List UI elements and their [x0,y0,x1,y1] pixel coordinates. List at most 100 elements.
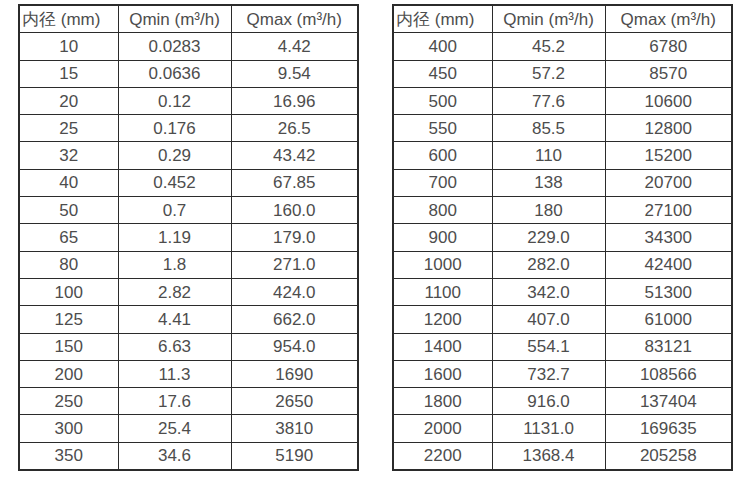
table-row: 651.19179.0 [19,224,358,251]
table-cell: 40 [19,169,118,196]
table-row: 250.17626.5 [19,115,358,142]
table-cell: 12800 [605,115,732,142]
table-cell: 271.0 [231,251,358,278]
table-cell: 100 [19,278,118,305]
table-cell: 900 [393,224,492,251]
header-cell: Qmin (m³/h) [118,5,231,33]
table-cell: 110 [492,142,605,169]
table-cell: 700 [393,169,492,196]
table-cell: 45.2 [492,33,605,60]
table-row: 22001368.4205258 [393,442,732,470]
table-cell: 15 [19,60,118,87]
table-cell: 450 [393,60,492,87]
table-cell: 205258 [605,442,732,470]
table-cell: 300 [19,415,118,442]
table-cell: 0.29 [118,142,231,169]
table-row: 500.7160.0 [19,197,358,224]
table-cell: 1600 [393,360,492,387]
table-cell: 732.7 [492,360,605,387]
table-cell: 1200 [393,306,492,333]
table-cell: 51300 [605,278,732,305]
table-row: 1800916.0137404 [393,388,732,415]
table-cell: 800 [393,197,492,224]
table-row: 70013820700 [393,169,732,196]
table-cell: 15200 [605,142,732,169]
header-cell: Qmin (m³/h) [492,5,605,33]
table-row: 35034.65190 [19,442,358,470]
table-cell: 43.42 [231,142,358,169]
table-cell: 20 [19,87,118,114]
table-row: 25017.62650 [19,388,358,415]
table-row: 200.1216.96 [19,87,358,114]
table-row: 20001131.0169635 [393,415,732,442]
table-cell: 1100 [393,278,492,305]
table-cell: 32 [19,142,118,169]
table-cell: 20700 [605,169,732,196]
table-cell: 2650 [231,388,358,415]
table-cell: 80 [19,251,118,278]
table-cell: 137404 [605,388,732,415]
header-cell: 内径 (mm) [393,5,492,33]
table-row: 1200407.061000 [393,306,732,333]
table-cell: 424.0 [231,278,358,305]
table-cell: 1800 [393,388,492,415]
table-cell: 1131.0 [492,415,605,442]
table-cell: 65 [19,224,118,251]
table-cell: 169635 [605,415,732,442]
table-cell: 1400 [393,333,492,360]
table-cell: 5190 [231,442,358,470]
header-row: 内径 (mm)Qmin (m³/h)Qmax (m³/h) [393,5,732,33]
table-row: 1000282.042400 [393,251,732,278]
table-cell: 250 [19,388,118,415]
table-row: 45057.28570 [393,60,732,87]
table-row: 1506.63954.0 [19,333,358,360]
table-cell: 179.0 [231,224,358,251]
table-cell: 108566 [605,360,732,387]
table-cell: 25 [19,115,118,142]
table-cell: 6.63 [118,333,231,360]
table-cell: 34300 [605,224,732,251]
table-cell: 10 [19,33,118,60]
table-cell: 600 [393,142,492,169]
table-cell: 1368.4 [492,442,605,470]
table-row: 30025.43810 [19,415,358,442]
table-cell: 554.1 [492,333,605,360]
table-cell: 2200 [393,442,492,470]
table-cell: 1.19 [118,224,231,251]
table-row: 50077.610600 [393,87,732,114]
table-cell: 3810 [231,415,358,442]
table-cell: 8570 [605,60,732,87]
table-cell: 0.7 [118,197,231,224]
table-cell: 662.0 [231,306,358,333]
table-cell: 27100 [605,197,732,224]
table-cell: 25.4 [118,415,231,442]
table-cell: 42400 [605,251,732,278]
flow-spec-table-right: 内径 (mm)Qmin (m³/h)Qmax (m³/h)40045.26780… [392,4,733,471]
table-cell: 0.0636 [118,60,231,87]
table-cell: 160.0 [231,197,358,224]
table-row: 150.06369.54 [19,60,358,87]
table-row: 400.45267.85 [19,169,358,196]
table-row: 1002.82424.0 [19,278,358,305]
table-cell: 57.2 [492,60,605,87]
table-row: 801.8271.0 [19,251,358,278]
table-cell: 85.5 [492,115,605,142]
table-cell: 17.6 [118,388,231,415]
table-row: 320.2943.42 [19,142,358,169]
header-row: 内径 (mm)Qmin (m³/h)Qmax (m³/h) [19,5,358,33]
header-cell: 内径 (mm) [19,5,118,33]
table-cell: 1.8 [118,251,231,278]
table-row: 55085.512800 [393,115,732,142]
table-cell: 138 [492,169,605,196]
table-cell: 954.0 [231,333,358,360]
table-cell: 150 [19,333,118,360]
table-cell: 10600 [605,87,732,114]
table-cell: 0.176 [118,115,231,142]
table-cell: 16.96 [231,87,358,114]
table-row: 1400554.183121 [393,333,732,360]
table-cell: 342.0 [492,278,605,305]
table-cell: 4.42 [231,33,358,60]
table-cell: 1690 [231,360,358,387]
table-cell: 500 [393,87,492,114]
table-cell: 200 [19,360,118,387]
